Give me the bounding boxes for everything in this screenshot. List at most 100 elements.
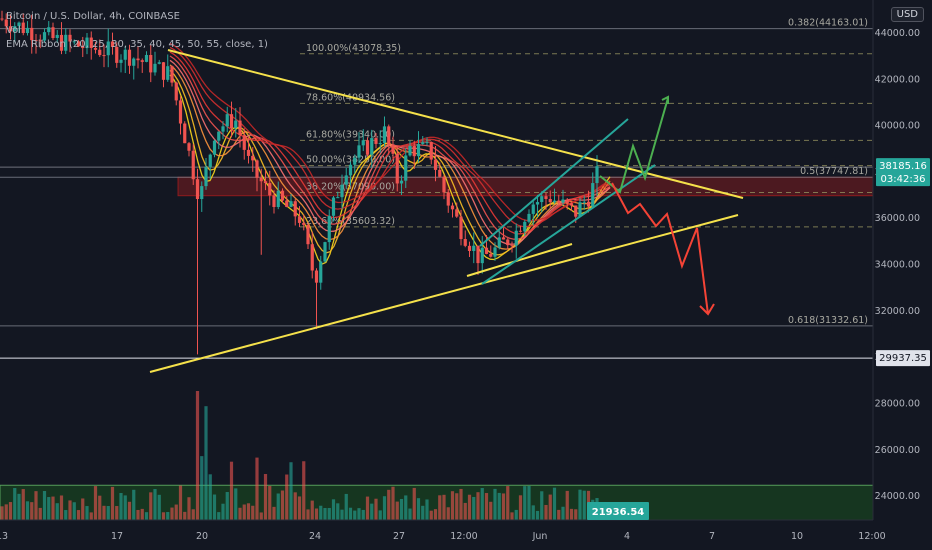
candle-body-49 xyxy=(208,154,212,167)
volume-bar-85 xyxy=(361,509,365,520)
candle-body-35 xyxy=(149,54,153,73)
volume-bar-92 xyxy=(391,486,395,520)
price-tick-9: 26000.00 xyxy=(875,445,920,456)
candle-body-101 xyxy=(429,142,433,160)
candle-body-38 xyxy=(161,62,166,80)
fib-label-0: 0.382(44163.01) xyxy=(788,18,868,29)
candle-body-57 xyxy=(242,135,246,150)
volume-bar-75 xyxy=(319,505,323,520)
candle-body-109 xyxy=(463,239,467,246)
fib-label-6: 38.20%(37090.00) xyxy=(306,181,395,192)
price-tick-4: 36000.00 xyxy=(875,213,920,224)
volume-bar-6 xyxy=(25,501,30,520)
candle-body-43 xyxy=(183,123,187,144)
price-axis[interactable]: 44000.0042000.0040000.0038000.0036000.00… xyxy=(872,0,932,550)
candle-body-40 xyxy=(170,66,174,83)
volume-bar-136 xyxy=(578,489,582,520)
price-tick-10: 24000.00 xyxy=(875,491,920,502)
volume-bar-55 xyxy=(234,488,238,520)
volume-bar-57 xyxy=(242,504,246,520)
volume-bar-28 xyxy=(119,492,123,520)
volume-bar-129 xyxy=(548,494,552,520)
current-price-tag-text-0: 38185.16 xyxy=(879,161,927,172)
time-tick-0: 13 xyxy=(0,531,8,542)
volume-bar-125 xyxy=(531,505,535,520)
candle-body-24 xyxy=(102,55,106,57)
time-axis[interactable]: 13 17 20 24 27 12:00 Jun 4 7 10 12:00 xyxy=(0,519,886,542)
volume-bar-22 xyxy=(93,486,98,520)
volume-bar-109 xyxy=(463,502,467,520)
candle-body-53 xyxy=(225,114,229,127)
candle-body-82 xyxy=(348,164,353,176)
volume-bar-24 xyxy=(102,505,106,520)
price-tick-6: 32000.00 xyxy=(875,306,920,317)
volume-bar-122 xyxy=(518,495,523,520)
volume-bar-87 xyxy=(370,503,374,520)
price-tick-0: 44000.00 xyxy=(875,28,920,39)
candle-body-14 xyxy=(59,34,64,51)
volume-bar-59 xyxy=(251,505,255,520)
candle-body-25 xyxy=(106,41,110,56)
volume-bar-15 xyxy=(64,510,68,520)
volume-bar-1 xyxy=(4,504,8,520)
fib-label-1: 100.00%(43078.35) xyxy=(306,43,401,54)
time-tick-3: 24 xyxy=(309,531,321,542)
volume-bar-62 xyxy=(263,474,268,520)
candle-body-33 xyxy=(140,60,144,62)
volume-bar-123 xyxy=(523,486,527,520)
candle-body-95 xyxy=(404,155,408,181)
candle-body-70 xyxy=(297,216,302,223)
legend-symbol[interactable]: Bitcoin / U.S. Dollar, 4h, COINBASE xyxy=(6,11,180,22)
candle-body-92 xyxy=(391,144,395,154)
volume-bar-42 xyxy=(178,485,183,520)
candle-body-7 xyxy=(30,27,34,41)
volume-bar-132 xyxy=(561,506,565,520)
ema-line-8 xyxy=(169,42,611,222)
candle-body-123 xyxy=(523,221,527,232)
candle-body-29 xyxy=(123,49,127,60)
channel-upper xyxy=(479,118,629,247)
candle-body-110 xyxy=(467,245,472,251)
volume-bar-133 xyxy=(565,490,569,520)
candle-body-32 xyxy=(136,58,140,61)
candle-body-87 xyxy=(370,138,374,155)
volume-bar-98 xyxy=(416,498,421,520)
candle-body-98 xyxy=(416,143,421,157)
candle-body-121 xyxy=(514,230,518,246)
legend-volume[interactable]: Vol xyxy=(6,25,21,36)
volume-bar-68 xyxy=(289,462,293,520)
volume-bar-84 xyxy=(357,508,361,520)
candle-body-125 xyxy=(531,204,535,214)
volume-bar-35 xyxy=(149,492,153,520)
candle-body-5 xyxy=(21,22,25,34)
candle-body-50 xyxy=(212,140,217,155)
volume-bar-67 xyxy=(285,474,289,520)
volume-bar-39 xyxy=(166,512,170,520)
volume-bar-5 xyxy=(21,489,25,520)
volume-bar-47 xyxy=(200,456,204,520)
candle-body-74 xyxy=(314,270,319,283)
candle-body-134 xyxy=(569,203,574,206)
candle-body-21 xyxy=(89,37,93,48)
fib-label-5: 0.5(37747.81) xyxy=(800,166,868,177)
candle-body-26 xyxy=(110,41,115,47)
candle-body-63 xyxy=(268,183,272,196)
candle-body-67 xyxy=(285,200,289,207)
volume-bar-52 xyxy=(221,503,225,520)
price-tick-2: 40000.00 xyxy=(875,121,920,132)
legend-ema-ribbon[interactable]: EMA Ribbon (20, 25, 30, 35, 40, 45, 50, … xyxy=(6,39,268,50)
candle-body-140 xyxy=(595,166,599,184)
candle-body-0 xyxy=(0,18,4,20)
volume-bar-56 xyxy=(238,507,242,520)
volume-bar-93 xyxy=(395,501,399,520)
candle-body-85 xyxy=(361,140,365,146)
currency-button[interactable]: USD xyxy=(890,7,924,22)
candle-body-23 xyxy=(98,49,102,56)
candle-body-122 xyxy=(518,230,523,232)
candle-body-105 xyxy=(446,192,450,206)
candle-body-65 xyxy=(276,190,280,207)
volume-bar-103 xyxy=(438,495,442,520)
volume-bar-131 xyxy=(557,509,561,520)
price-tags: 38185.16 03:42:36 29937.35 21936.54 xyxy=(587,158,930,520)
